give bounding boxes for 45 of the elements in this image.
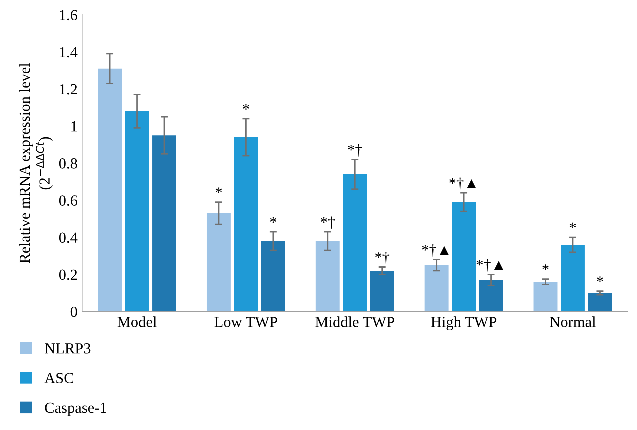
data-label: *†▲ — [450, 178, 476, 190]
legend-label: Caspase-1 — [45, 402, 106, 416]
legend-label: NLRP3 — [45, 344, 91, 354]
data-label: *† — [321, 216, 336, 230]
x-tick-label: Model — [118, 316, 157, 328]
x-tick-label: High TWP — [431, 316, 497, 331]
y-tick-label: 1 — [72, 122, 78, 132]
bar — [561, 244, 585, 312]
y-tick-label: 1.4 — [60, 47, 78, 58]
bar — [316, 241, 340, 312]
x-tick-label: Normal — [550, 316, 596, 328]
data-label: *† — [348, 144, 362, 157]
y-tick-label: 0.4 — [59, 232, 78, 244]
data-label: * — [270, 217, 277, 223]
x-tick-label: Middle TWP — [316, 316, 394, 328]
y-tick-label: 1.2 — [60, 84, 78, 95]
y-tick-label: 0.8 — [59, 158, 78, 169]
bar — [479, 280, 504, 312]
y-tick-label: 0 — [70, 306, 78, 318]
bar — [125, 111, 150, 312]
data-label: * — [597, 276, 604, 282]
y-tick-label: 1.6 — [60, 10, 78, 21]
bar — [98, 68, 122, 312]
bar — [452, 202, 476, 312]
bar — [152, 136, 176, 312]
bar — [234, 137, 258, 312]
bar — [370, 270, 394, 312]
data-label: * — [216, 188, 222, 194]
bar — [206, 213, 231, 312]
data-label: *†▲ — [476, 259, 504, 272]
bar — [424, 265, 449, 312]
x-tick-label: Low TWP — [214, 317, 278, 328]
bar — [534, 282, 558, 312]
bar — [261, 241, 286, 312]
bar — [343, 174, 368, 312]
bar — [588, 293, 612, 312]
y-axis-title: Relative mRNA expression level (2$^{−ΔΔCt}$) — [19, 63, 54, 264]
data-label: * — [570, 222, 576, 229]
legend-label: ASC — [44, 373, 74, 384]
data-label: * — [542, 264, 549, 270]
y-tick-label: 0.2 — [59, 270, 78, 280]
data-label: *† — [375, 252, 390, 264]
data-label: * — [243, 104, 250, 110]
data-label: *†▲ — [422, 244, 449, 257]
y-tick-label: 0.6 — [59, 196, 78, 206]
